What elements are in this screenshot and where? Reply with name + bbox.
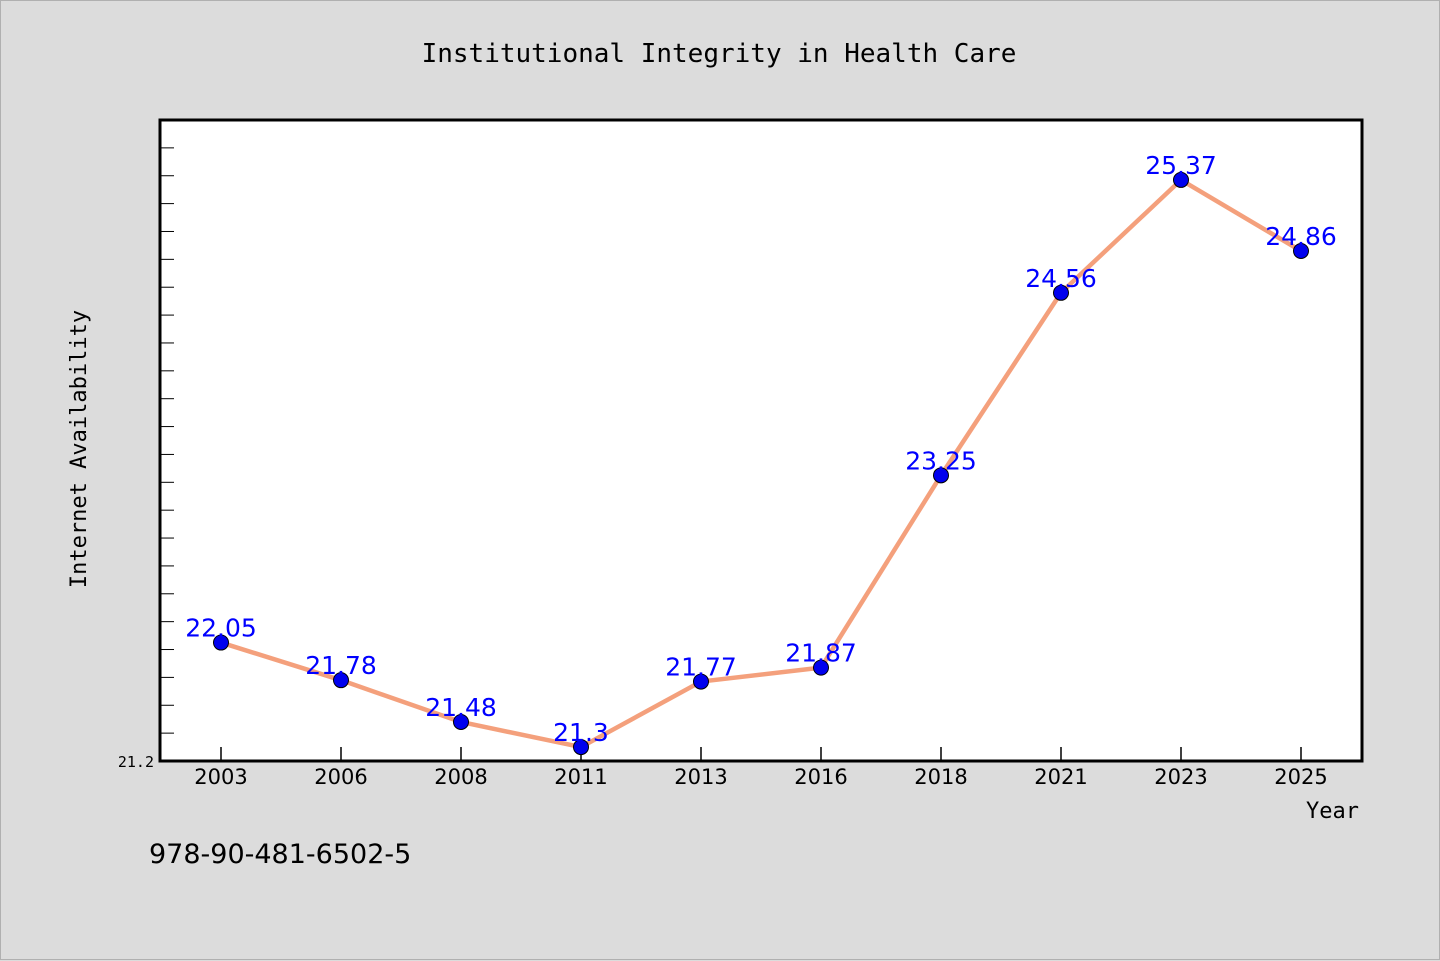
data-label: 23.25 bbox=[905, 446, 977, 475]
y-axis-ticks bbox=[160, 147, 174, 734]
data-point bbox=[453, 713, 469, 730]
data-point bbox=[693, 673, 709, 690]
data-label: 22.05 bbox=[185, 614, 257, 643]
x-tick-label: 2023 bbox=[1154, 765, 1207, 789]
x-tick-label: 2016 bbox=[794, 765, 847, 789]
x-tick-label: 2021 bbox=[1034, 765, 1087, 789]
data-label: 24.56 bbox=[1025, 264, 1097, 293]
x-tick-label: 2006 bbox=[314, 765, 367, 789]
x-tick-label: 2008 bbox=[434, 765, 487, 789]
x-tick-label: 2013 bbox=[674, 765, 727, 789]
data-point bbox=[1053, 284, 1069, 301]
data-label: 25.37 bbox=[1145, 151, 1217, 180]
x-axis-ticks: 2003 2006 2008 2011 2013 2016 2018 2021 2023 2025 bbox=[194, 747, 1328, 789]
data-point bbox=[213, 634, 229, 651]
x-tick-label: 2025 bbox=[1274, 765, 1327, 789]
x-tick-label: 2003 bbox=[194, 765, 247, 789]
data-point bbox=[813, 659, 829, 676]
x-tick-label: 2018 bbox=[914, 765, 967, 789]
y-axis-label: Internet Availability bbox=[67, 310, 92, 588]
chart-title: Institutional Integrity in Health Care bbox=[422, 39, 1017, 69]
data-label: 21.48 bbox=[425, 693, 497, 722]
plot-area bbox=[158, 118, 1364, 763]
data-label: 21.3 bbox=[553, 718, 609, 747]
data-point bbox=[933, 467, 949, 484]
data-point bbox=[1293, 242, 1309, 259]
data-point bbox=[573, 739, 589, 756]
data-point bbox=[1173, 171, 1189, 188]
data-label: 21.78 bbox=[305, 651, 377, 680]
series-layer: 22.05 21.78 21.48 21.3 21.77 21.87 23.25 24.56 2… bbox=[185, 151, 1337, 756]
y-tick-label: 21.2 bbox=[118, 753, 154, 771]
data-label: 21.87 bbox=[785, 639, 857, 668]
data-point bbox=[333, 672, 349, 689]
data-label: 24.86 bbox=[1265, 222, 1337, 251]
series-line bbox=[218, 177, 1304, 750]
data-label: 21.77 bbox=[665, 653, 737, 682]
x-axis-label: Year bbox=[1306, 799, 1359, 824]
x-tick-label: 2011 bbox=[554, 765, 607, 789]
isbn-text: 978-90-481-6502-5 bbox=[149, 839, 411, 870]
